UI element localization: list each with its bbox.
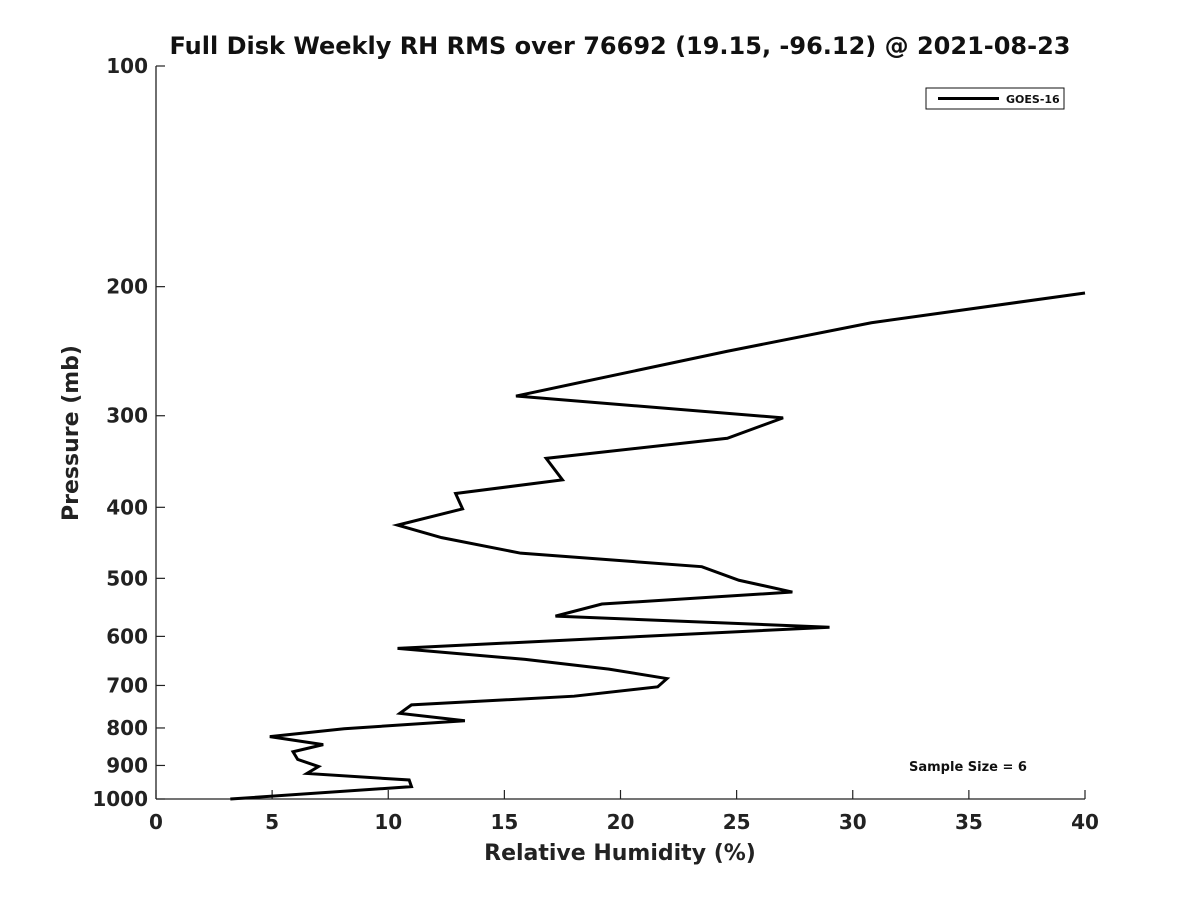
x-tick-label: 20 <box>607 810 635 834</box>
x-tick-label: 5 <box>265 810 279 834</box>
y-tick-label: 600 <box>106 624 148 648</box>
y-tick-label: 400 <box>106 495 148 519</box>
y-tick-label: 800 <box>106 716 148 740</box>
sample-size-annotation: Sample Size = 6 <box>909 760 1027 775</box>
y-tick-label: 1000 <box>92 787 148 811</box>
x-axis-label: Relative Humidity (%) <box>484 841 756 866</box>
y-axis-label: Pressure (mb) <box>59 345 84 521</box>
legend-label-goes-16: GOES-16 <box>1006 93 1060 106</box>
axes-layer: 0 5 10 15 20 25 30 35 40 100 200 300 400 500 600 700 800… <box>92 54 1099 834</box>
series-line-goes-16 <box>230 291 1086 801</box>
x-tick-label: 25 <box>723 810 751 834</box>
legend: GOES-16 <box>925 87 1065 110</box>
x-tick-label: 30 <box>839 810 867 834</box>
y-tick-label: 100 <box>106 54 148 78</box>
x-tick-label: 15 <box>490 810 518 834</box>
x-tick-label: 35 <box>955 810 983 834</box>
series-layer <box>230 291 1086 801</box>
x-tick-label: 40 <box>1071 810 1099 834</box>
y-tick-label: 500 <box>106 566 148 590</box>
y-tick-label: 700 <box>106 673 148 697</box>
y-tick-label: 300 <box>106 404 148 428</box>
y-tick-label: 200 <box>106 275 148 299</box>
x-tick-label: 0 <box>149 810 163 834</box>
x-tick-label: 10 <box>374 810 402 834</box>
y-tick-label: 900 <box>106 753 148 777</box>
chart-title: Full Disk Weekly RH RMS over 76692 (19.1… <box>169 32 1070 60</box>
